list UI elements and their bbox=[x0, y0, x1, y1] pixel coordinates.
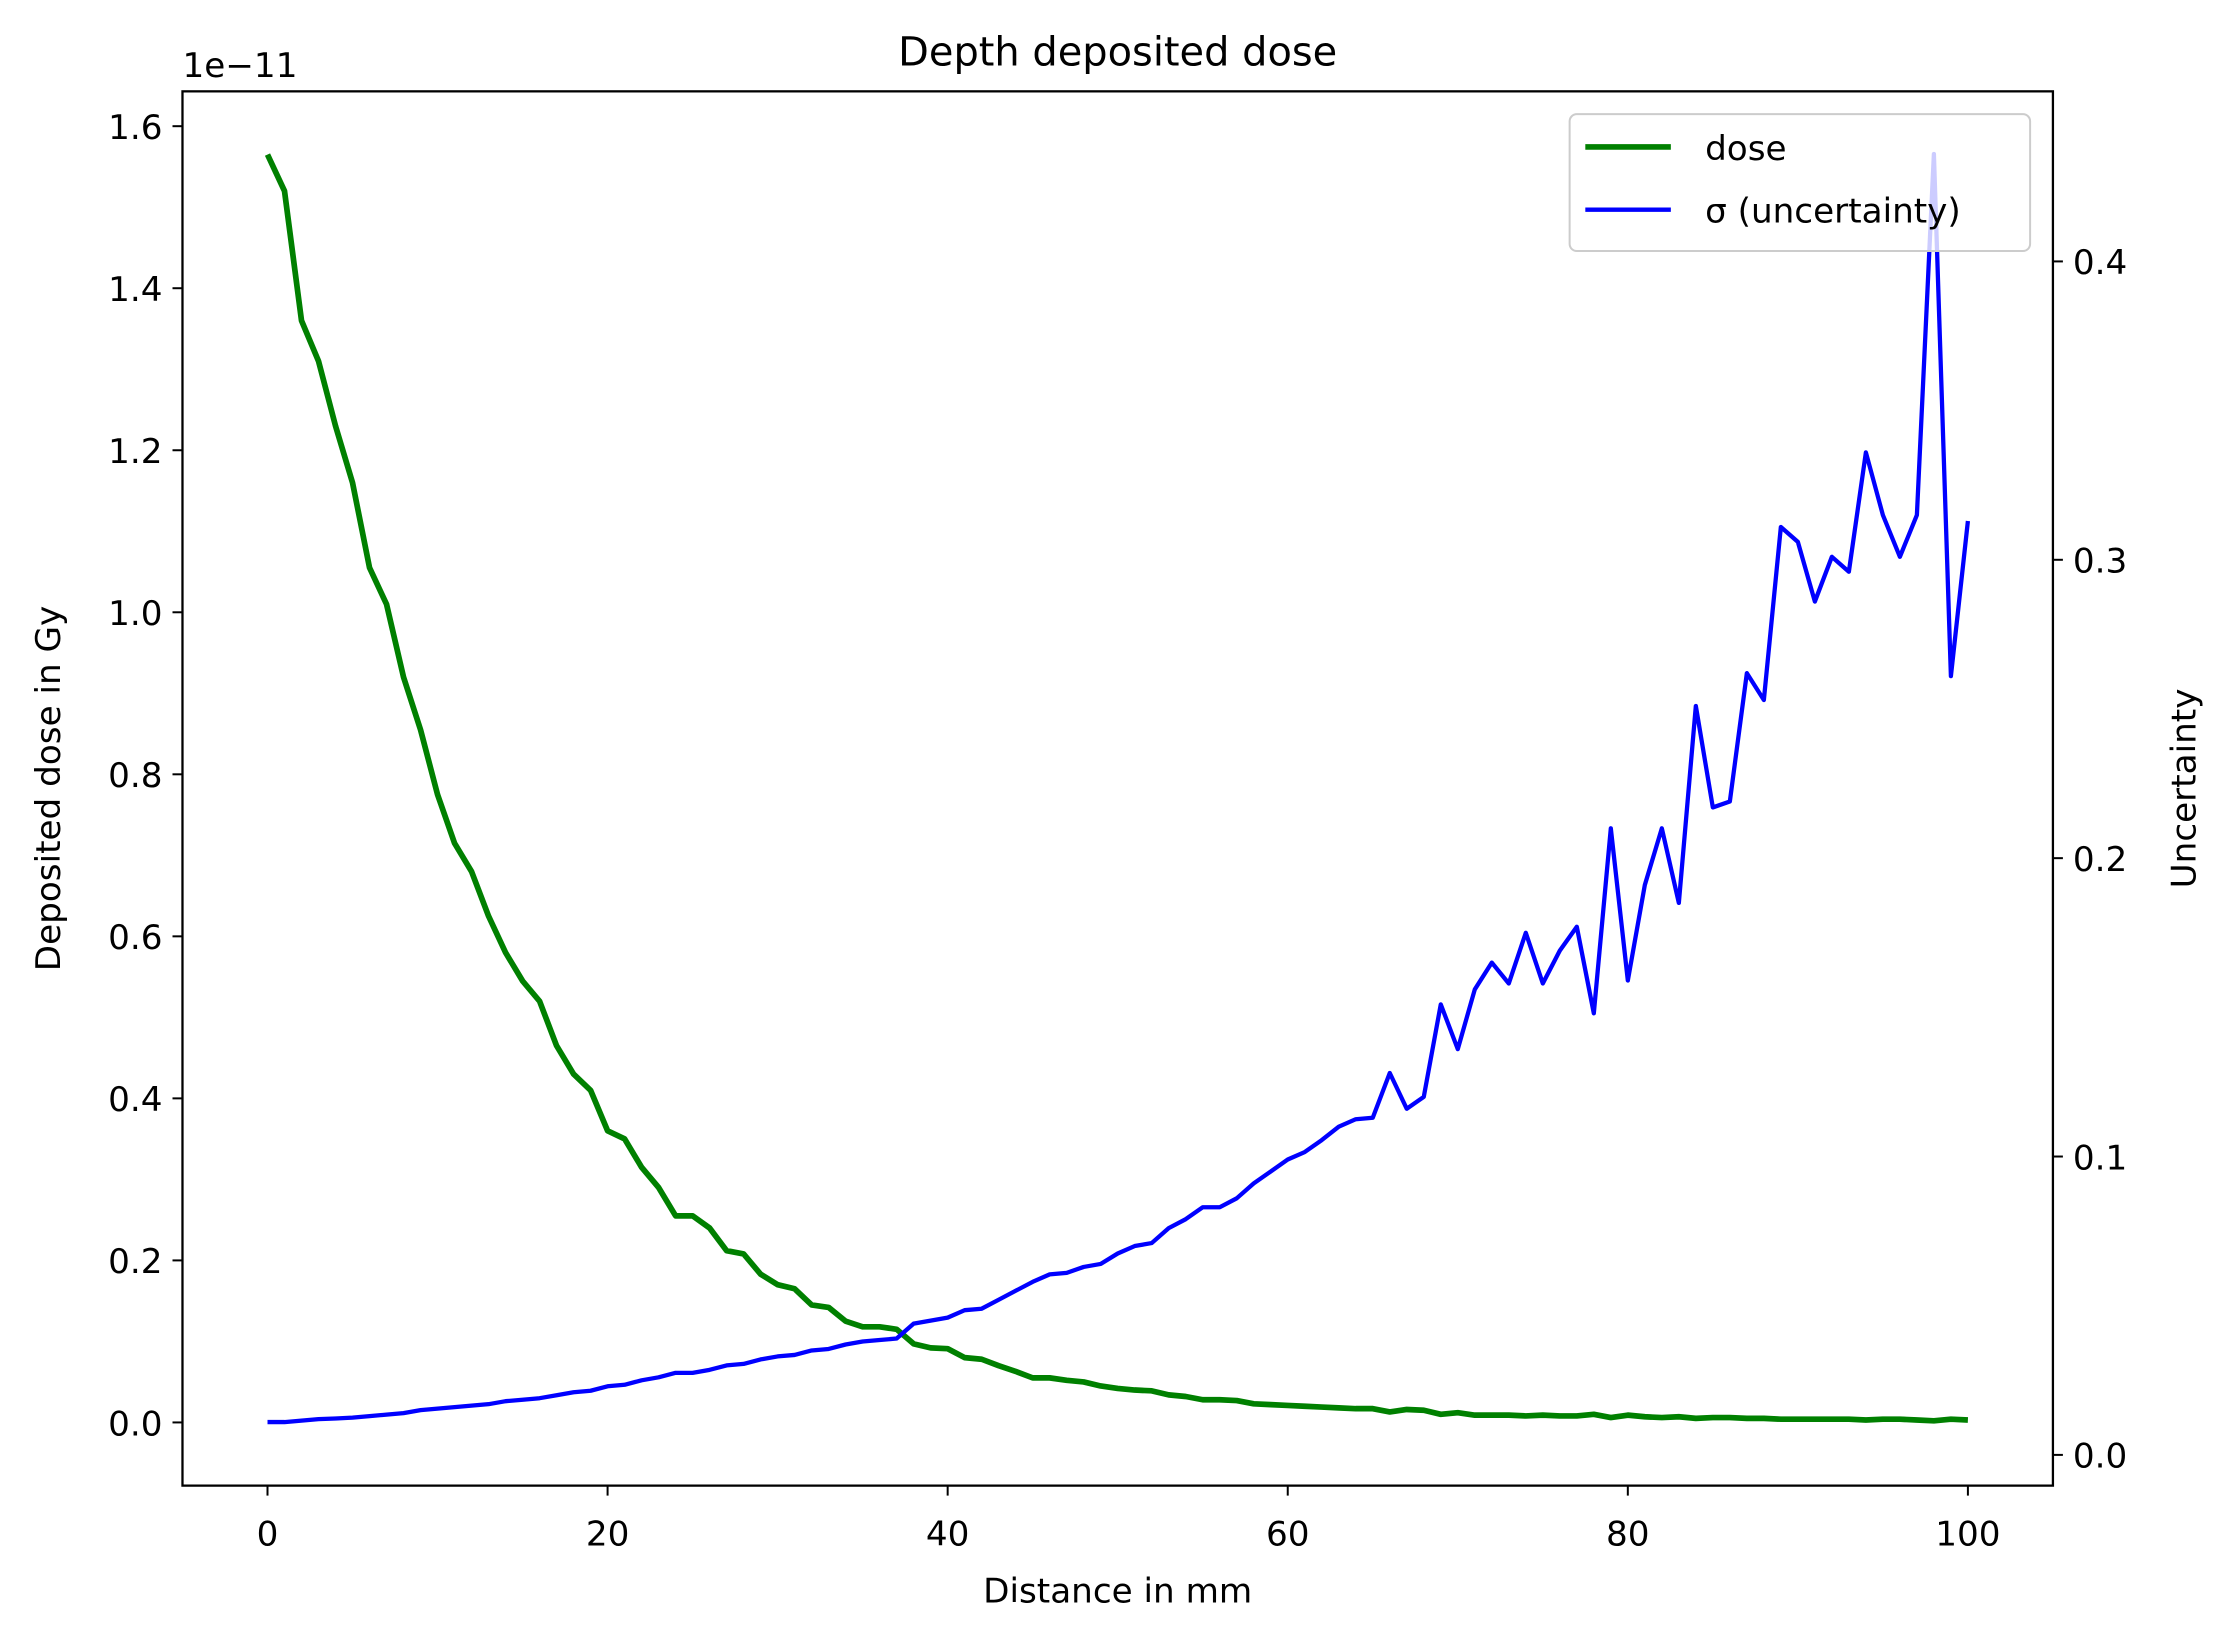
y-offset-label: 1e−11 bbox=[182, 46, 297, 86]
y-tick-label: 1.2 bbox=[108, 432, 162, 472]
y-tick-label: 1.6 bbox=[108, 108, 162, 148]
y-tick-label: 1.0 bbox=[108, 594, 162, 634]
data-line bbox=[264, 153, 1969, 1424]
y2-tick-label: 0.3 bbox=[2073, 542, 2127, 582]
y2-tick-label: 0.0 bbox=[2073, 1437, 2127, 1477]
legend-box bbox=[1568, 113, 2032, 253]
y-axis-label: Deposited dose in Gy bbox=[29, 606, 69, 972]
legend-label: dose bbox=[1705, 129, 1787, 169]
legend-label: σ (uncertainty) bbox=[1705, 192, 1961, 232]
x-tick-label: 20 bbox=[586, 1515, 630, 1555]
y-tick-label: 0.8 bbox=[108, 756, 162, 796]
y2-tick-label: 0.2 bbox=[2073, 840, 2127, 880]
x-tick-label: 40 bbox=[926, 1515, 970, 1555]
data-line bbox=[267, 151, 1971, 1425]
x-tick-label: 0 bbox=[257, 1515, 279, 1555]
axes-frame bbox=[181, 90, 2055, 1487]
x-axis-label: Distance in mm bbox=[983, 1572, 1252, 1612]
x-tick-label: 80 bbox=[1606, 1515, 1650, 1555]
y-tick-label: 0.4 bbox=[108, 1080, 162, 1120]
y-tick-label: 0.6 bbox=[108, 918, 162, 958]
y-tick-label: 0.2 bbox=[108, 1242, 162, 1282]
x-tick-label: 60 bbox=[1266, 1515, 1310, 1555]
x-tick-label: 100 bbox=[1935, 1515, 2000, 1555]
y2-axis-label: Uncertainty bbox=[2164, 689, 2204, 889]
y2-tick-label: 0.1 bbox=[2073, 1138, 2127, 1178]
y2-tick-label: 0.4 bbox=[2073, 243, 2127, 283]
chart-title: Depth deposited dose bbox=[898, 30, 1337, 76]
y-tick-label: 1.4 bbox=[108, 270, 162, 310]
y-tick-label: 0.0 bbox=[108, 1404, 162, 1444]
